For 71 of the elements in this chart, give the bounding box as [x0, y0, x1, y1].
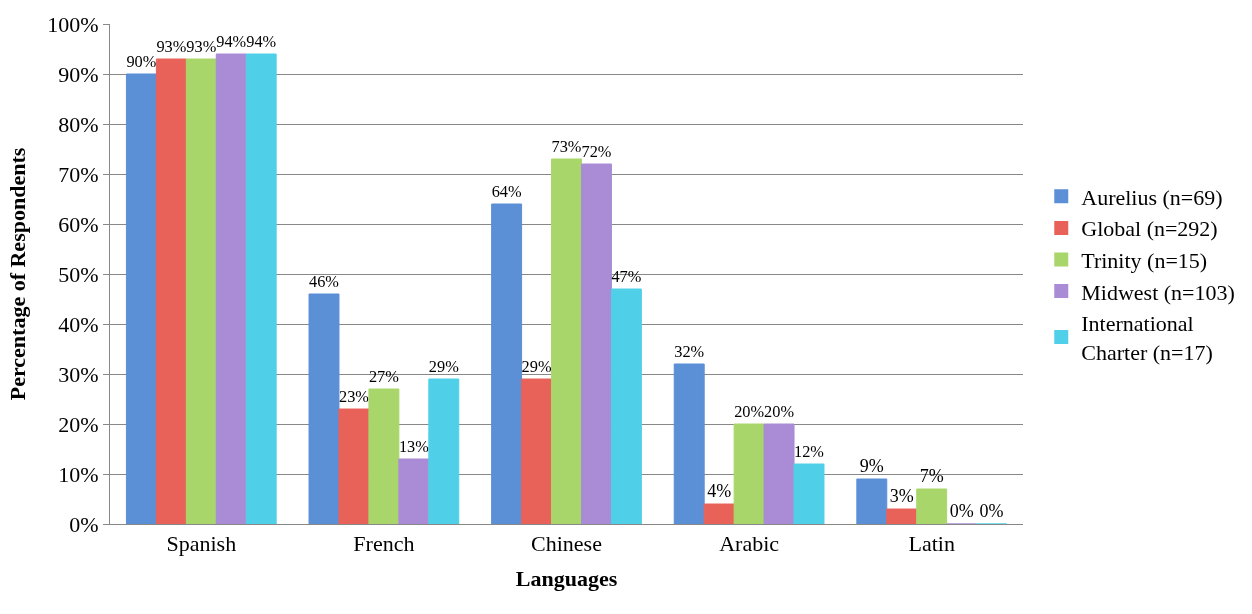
bar [580, 163, 612, 524]
data-label: 4% [707, 481, 732, 501]
data-label: 0% [949, 501, 974, 521]
data-label: 73% [551, 137, 582, 157]
bar [793, 463, 825, 524]
x-tick-label: Arabic [719, 531, 780, 557]
data-label: 20% [764, 402, 795, 422]
y-tick-label: 70% [58, 161, 99, 187]
y-tick-label: 20% [58, 411, 99, 437]
data-label: 93% [186, 37, 217, 57]
bar [398, 458, 430, 524]
data-label: 94% [216, 32, 247, 52]
data-label: 23% [338, 387, 370, 407]
bar [155, 58, 187, 524]
bar [215, 53, 247, 524]
y-tick-label: 40% [58, 311, 99, 337]
y-tick-label: 10% [58, 461, 99, 487]
y-tick-label: 50% [58, 261, 99, 287]
bar [521, 378, 553, 524]
bar [763, 423, 795, 524]
data-label: 9% [859, 456, 884, 476]
data-label: 20% [734, 402, 765, 422]
y-tick-label: 90% [58, 61, 99, 87]
bar [856, 478, 888, 524]
bar [491, 203, 523, 524]
x-tick-label: French [353, 531, 415, 557]
y-tick-label: 100% [47, 11, 99, 37]
y-tick-label: 30% [58, 361, 99, 387]
x-axis-title: Languages [515, 566, 618, 592]
bar [368, 388, 400, 524]
bar [610, 288, 642, 524]
x-tick-label: Spanish [166, 531, 237, 557]
legend-label: Trinity (n=15) [1081, 248, 1208, 274]
bar [308, 293, 340, 524]
legend-label: Midwest (n=103) [1081, 279, 1235, 305]
y-tick-label: 80% [58, 111, 99, 137]
legend-label: Global (n=292) [1081, 216, 1218, 242]
legend-label: International Charter (n=17) [1081, 311, 1213, 365]
x-tick-label: Latin [908, 531, 955, 557]
data-label: 94% [246, 32, 277, 52]
data-label: 27% [368, 367, 400, 387]
data-label: 7% [919, 466, 944, 486]
data-label: 29% [521, 357, 552, 377]
bar [673, 363, 705, 524]
bar [916, 488, 948, 524]
y-axis-title: Percentage of Respondents [5, 147, 31, 401]
bar [338, 408, 370, 524]
data-label: 0% [979, 501, 1004, 521]
bar [428, 378, 460, 524]
data-label: 3% [889, 486, 914, 506]
data-label: 72% [581, 142, 612, 162]
bar [125, 73, 157, 524]
bar [886, 508, 918, 524]
y-tick-label: 60% [58, 211, 99, 237]
data-label: 12% [794, 442, 825, 462]
x-tick-label: Chinese [531, 531, 602, 557]
data-label: 29% [428, 357, 460, 377]
data-label: 32% [674, 342, 705, 362]
y-tick-label: 0% [69, 511, 99, 537]
bar [185, 58, 217, 524]
legend-label: Aurelius (n=69) [1081, 184, 1223, 210]
data-label: 93% [156, 37, 187, 57]
bar [733, 423, 765, 524]
data-label: 13% [398, 437, 430, 457]
data-label: 47% [611, 267, 642, 287]
bar [551, 158, 582, 524]
data-label: 64% [491, 182, 522, 202]
data-label: 90% [126, 52, 157, 72]
bar [703, 503, 735, 524]
bar [245, 53, 277, 524]
data-label: 46% [309, 272, 340, 292]
